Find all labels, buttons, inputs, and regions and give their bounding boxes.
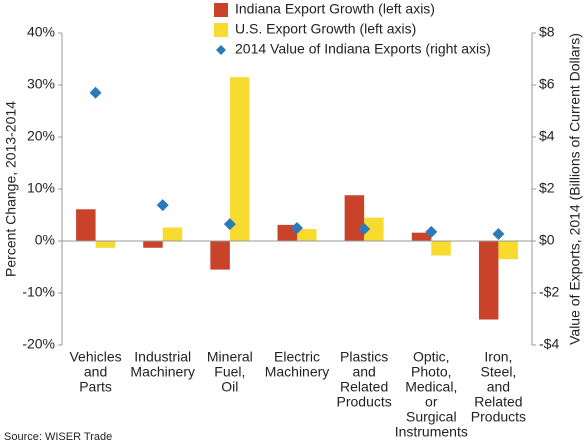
bar: [143, 241, 163, 248]
x-tick-label: and: [84, 364, 107, 380]
bar: [478, 241, 499, 320]
bar: [210, 241, 230, 270]
y2-tick-label: $2: [539, 180, 555, 196]
legend-label: Indiana Export Growth (left axis): [235, 1, 435, 17]
x-tick-label: Industrial: [134, 349, 191, 365]
diamond-marker: [425, 225, 438, 238]
bar: [364, 217, 384, 241]
y-tick-label: 20%: [27, 128, 55, 144]
bar: [229, 77, 250, 241]
y-tick-label: 10%: [27, 180, 55, 196]
bar: [411, 232, 432, 241]
x-tick-label: Electric: [274, 349, 320, 365]
x-tick-label: Parts: [79, 379, 112, 395]
diamond-marker: [492, 227, 505, 240]
y2-tick-label: $8: [539, 24, 555, 40]
y2-tick-label: -$2: [539, 284, 559, 300]
y2-tick-label: $4: [539, 128, 555, 144]
bar: [76, 209, 96, 241]
y-tick-label: -20%: [22, 336, 55, 352]
source-note: Source: WISER Trade: [4, 431, 112, 443]
y-tick-label: 0%: [35, 232, 55, 248]
x-tick-label: Instruments: [395, 424, 468, 440]
diamond-marker: [89, 86, 102, 99]
x-tick-label: Mineral: [207, 349, 253, 365]
y-tick-label: -10%: [22, 284, 55, 300]
x-tick-label: Iron,: [484, 349, 512, 365]
diamond-marker: [291, 222, 303, 234]
bar: [431, 241, 451, 256]
diamond-marker: [223, 218, 236, 231]
y2-tick-label: $0: [539, 232, 555, 248]
x-tick-label: Steel,: [481, 364, 517, 380]
x-tick-label: Products: [337, 394, 392, 410]
x-tick-label: Fuel,: [214, 364, 245, 380]
x-tick-label: Surgical: [406, 409, 457, 425]
bar: [498, 241, 518, 260]
bar: [95, 241, 116, 248]
x-tick-label: Related: [340, 379, 388, 395]
diamond-marker: [358, 223, 371, 236]
legend-swatch: [214, 3, 228, 17]
x-tick-label: Photo,: [411, 364, 451, 380]
legend-label: U.S. Export Growth (left axis): [235, 21, 416, 37]
x-tick-label: Plastics: [340, 349, 388, 365]
y2-tick-label: -$4: [539, 336, 559, 352]
y-axis-title: Percent Change, 2013-2014: [3, 101, 19, 277]
bar: [344, 195, 365, 241]
legend-swatch: [214, 23, 228, 37]
x-tick-label: Oil: [221, 379, 238, 395]
y2-axis-title: Value of Exports, 2014 (Billions of Curr…: [567, 33, 583, 345]
legend-label: 2014 Value of Indiana Exports (right axi…: [235, 41, 491, 57]
y-tick-label: 30%: [27, 76, 55, 92]
x-tick-label: Machinery: [130, 364, 195, 380]
diamond-marker: [156, 199, 169, 212]
bar: [162, 227, 183, 241]
x-tick-label: Medical,: [405, 379, 457, 395]
x-tick-label: or: [425, 394, 438, 410]
x-tick-label: Optic,: [413, 349, 450, 365]
y2-tick-label: $6: [539, 76, 555, 92]
legend-swatch: [216, 45, 226, 55]
x-tick-label: Related: [474, 394, 522, 410]
y-tick-label: 40%: [27, 24, 55, 40]
x-tick-label: Vehicles: [69, 349, 121, 365]
x-tick-label: Machinery: [265, 364, 330, 380]
x-tick-label: Products: [471, 409, 526, 425]
bar: [297, 229, 317, 241]
x-tick-label: and: [352, 364, 375, 380]
x-tick-label: and: [487, 379, 510, 395]
